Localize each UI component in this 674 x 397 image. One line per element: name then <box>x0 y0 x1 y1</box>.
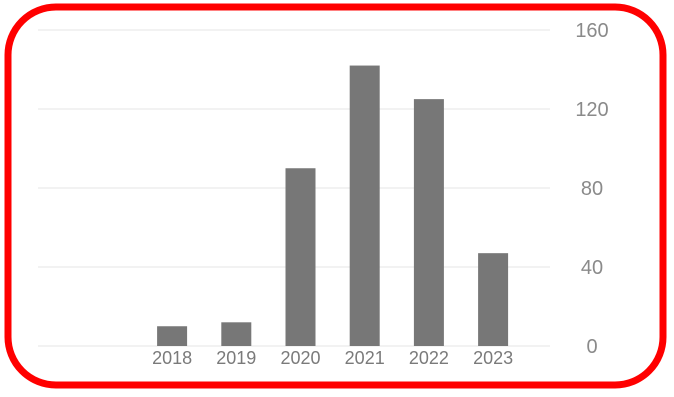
y-tick-label-40: 40 <box>581 257 603 279</box>
x-tick-label-2019: 2019 <box>216 348 256 368</box>
y-tick-label-160: 160 <box>575 20 608 42</box>
bar-2020 <box>285 168 316 346</box>
x-tick-label-2020: 2020 <box>280 348 320 368</box>
y-axis-ticks: 0 40 80 120 160 <box>575 20 608 358</box>
x-axis-ticks: 2018 2019 2020 2021 2022 2023 <box>152 348 513 368</box>
bar-2018 <box>157 326 188 346</box>
x-tick-label-2023: 2023 <box>473 348 513 368</box>
bar-2021 <box>349 65 380 347</box>
x-tick-label-2022: 2022 <box>409 348 449 368</box>
x-tick-label-2021: 2021 <box>345 348 385 368</box>
y-tick-label-0: 0 <box>586 336 597 358</box>
red-rounded-border <box>4 3 667 389</box>
y-tick-label-120: 120 <box>575 99 608 121</box>
bar-2023 <box>478 253 509 346</box>
y-tick-label-80: 80 <box>581 178 603 200</box>
x-tick-label-2018: 2018 <box>152 348 192 368</box>
bar-2019 <box>221 322 252 346</box>
bar-2022 <box>413 99 444 346</box>
bar-series <box>157 65 509 347</box>
